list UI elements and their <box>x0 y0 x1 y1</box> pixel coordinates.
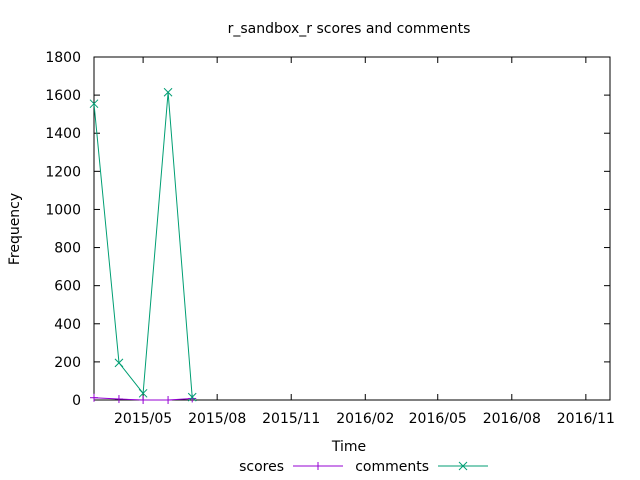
series-scores <box>90 393 197 404</box>
legend-marker <box>458 461 468 471</box>
y-tick-label: 400 <box>54 317 81 333</box>
legend-entry-comments: comments <box>355 459 488 475</box>
x-axis-label: Time <box>331 439 366 455</box>
x-tick-label: 2015/11 <box>262 411 320 427</box>
legend-label: comments <box>355 459 429 475</box>
y-tick-label: 1600 <box>45 88 81 104</box>
series-layer <box>89 87 197 404</box>
y-tick-label: 1800 <box>45 50 81 66</box>
y-tick-label: 600 <box>54 279 81 295</box>
x-tick-label: 2016/02 <box>336 411 394 427</box>
data-point-comments <box>138 388 148 398</box>
legend-label: scores <box>239 459 284 475</box>
plot-border <box>93 56 611 401</box>
y-tick-label: 1000 <box>45 202 81 218</box>
axes: 0 200 400 600 800 1000 1200 1400 1600 1800 2015/05… <box>45 50 615 427</box>
series-line-comments <box>93 92 193 398</box>
x-tick-label: 2015/08 <box>188 411 246 427</box>
x-tick-label: 2015/05 <box>114 411 172 427</box>
y-axis-label: Frequency <box>7 193 23 265</box>
legend-entry-scores: scores <box>239 459 343 475</box>
y-tick-label: 800 <box>54 241 81 257</box>
x-tick-label: 2016/05 <box>409 411 467 427</box>
data-point-comments <box>163 87 173 97</box>
data-point-comments <box>89 99 99 109</box>
legend: scores comments <box>239 459 488 475</box>
y-tick-label: 1400 <box>45 126 81 142</box>
data-point-comments <box>187 392 197 402</box>
y-tick-label: 0 <box>72 393 81 409</box>
y-tick-label: 1200 <box>45 164 81 180</box>
x-tick-label: 2016/11 <box>557 411 615 427</box>
series-comments <box>89 87 197 402</box>
data-point-comments <box>114 358 124 368</box>
chart-title: r_sandbox_r scores and comments <box>228 21 471 37</box>
y-tick-label: 200 <box>54 355 81 371</box>
x-tick-label: 2016/08 <box>483 411 541 427</box>
